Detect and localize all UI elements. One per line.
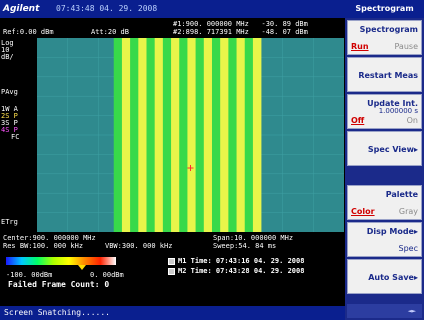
datetime-readout: 07:43:48 04. 29. 2008 bbox=[56, 4, 158, 13]
off-option: Off bbox=[351, 116, 365, 125]
spectrogram-stripe bbox=[130, 38, 139, 232]
spectrogram-canvas bbox=[37, 38, 344, 232]
marker2-time: M2 Time: 07:43:28 04. 29. 2008 bbox=[178, 267, 305, 275]
on-option: On bbox=[406, 116, 418, 125]
colorbar-panel: -100. 00dBm 0. 00dBm Failed Frame Count:… bbox=[0, 254, 345, 294]
spectrogram-stripe bbox=[138, 38, 147, 232]
title-bar: Agilent 07:43:48 04. 29. 2008 bbox=[0, 0, 345, 18]
softkey-label: Update Int. bbox=[367, 99, 418, 108]
disp-mode-key[interactable]: Disp Mode▸ Spec bbox=[347, 222, 422, 257]
softkey-label: Disp Mode▸ bbox=[366, 227, 418, 236]
failed-frame-count: Failed Frame Count: 0 bbox=[8, 280, 110, 289]
span-readout: Span:10. 000000 MHz bbox=[213, 234, 294, 242]
softkey-label: Restart Meas bbox=[358, 71, 418, 80]
color-option: Color bbox=[351, 207, 375, 216]
measurement-display: #1:900. 000000 MHz -30. 89 dBm Ref:0.00 … bbox=[0, 18, 345, 294]
update-interval-value: 1.000000 s bbox=[378, 107, 418, 115]
unit-label: dB/ bbox=[1, 53, 14, 61]
scroll-arrows-icon[interactable]: ◄► bbox=[347, 304, 422, 318]
reference-level: Ref:0.00 dBm bbox=[3, 28, 54, 36]
color-scale-marker-icon bbox=[78, 265, 86, 270]
brand-logo: Agilent bbox=[3, 4, 40, 14]
spectrogram-stripe bbox=[187, 38, 196, 232]
softkey-panel: Spectrogram Spectrogram Run Pause Restar… bbox=[345, 0, 424, 320]
softkey-label: Palette bbox=[385, 190, 418, 199]
marker2-time-row: M2 Time: 07:43:28 04. 29. 2008 bbox=[168, 266, 304, 276]
spectrogram-stripe bbox=[146, 38, 155, 232]
marker1-readout: #1:900. 000000 MHz -30. 89 dBm bbox=[173, 20, 308, 28]
spectrogram-stripe bbox=[162, 38, 172, 232]
spectrogram-stripe bbox=[154, 38, 164, 232]
softkey-label: Spectrogram bbox=[359, 25, 418, 34]
left-annotation-panel: Log 10 dB/ PAvg 1W A 2S P 3S P 4S P FC E… bbox=[1, 40, 35, 226]
spectrogram-stripe bbox=[203, 38, 213, 232]
etrg-label: ETrg bbox=[1, 218, 18, 226]
marker1-grid-icon bbox=[168, 257, 175, 265]
disp-mode-value: Spec bbox=[398, 244, 418, 253]
run-option: Run bbox=[351, 42, 369, 51]
spec-view-key[interactable]: Spec View▸ bbox=[347, 131, 422, 166]
spectrogram-stripe bbox=[252, 38, 262, 232]
pause-option: Pause bbox=[394, 42, 418, 51]
auto-save-key[interactable]: Auto Save▸ bbox=[347, 259, 422, 294]
spectrogram-stripe bbox=[179, 38, 188, 232]
trace1-label: 1W A bbox=[1, 105, 18, 113]
restart-meas-key[interactable]: Restart Meas bbox=[347, 57, 422, 92]
vbw-readout: VBW:300. 000 kHz bbox=[105, 242, 173, 250]
fc-label: FC bbox=[11, 133, 20, 141]
softkey-label: Auto Save▸ bbox=[368, 273, 418, 282]
attenuation: Att:20 dB bbox=[91, 28, 129, 36]
update-interval-key[interactable]: Update Int. 1.000000 s Off On bbox=[347, 94, 422, 129]
spectrogram-plot[interactable] bbox=[37, 38, 344, 232]
scale-label: 10 bbox=[1, 46, 10, 54]
marker-times: M1 Time: 07:43:16 04. 29. 2008 M2 Time: … bbox=[168, 256, 304, 276]
spectrogram-run-pause-key[interactable]: Spectrogram Run Pause bbox=[347, 20, 422, 55]
spectrogram-stripe bbox=[195, 38, 205, 232]
log-label: Log bbox=[1, 39, 14, 47]
color-scale-bar bbox=[6, 257, 116, 265]
res-bw-readout: Res BW:100. 000 kHz bbox=[3, 242, 84, 250]
spectrogram-stripe bbox=[171, 38, 180, 232]
spectrogram-stripe bbox=[228, 38, 237, 232]
gray-option: Gray bbox=[398, 207, 418, 216]
status-bar: Screen Snatching...... bbox=[0, 306, 345, 320]
trace3-label: 3S P bbox=[1, 119, 18, 127]
color-scale-max: 0. 00dBm bbox=[90, 271, 124, 279]
marker1-time: M1 Time: 07:43:16 04. 29. 2008 bbox=[178, 257, 305, 265]
marker2-readout: #2:898. 717391 MHz -48. 07 dBm bbox=[173, 28, 308, 36]
sweep-readout: Sweep:54. 84 ms bbox=[213, 242, 277, 250]
trace4-label: 4S P bbox=[1, 126, 18, 134]
spectrogram-stripe bbox=[113, 38, 123, 232]
spectrogram-stripe bbox=[220, 38, 229, 232]
marker1-time-row: M1 Time: 07:43:16 04. 29. 2008 bbox=[168, 256, 304, 266]
spectrogram-stripe bbox=[236, 38, 246, 232]
marker-cursor-icon bbox=[187, 164, 194, 171]
pavg-label: PAvg bbox=[1, 88, 18, 96]
spectrogram-stripe bbox=[244, 38, 254, 232]
palette-key[interactable]: Palette Color Gray bbox=[347, 185, 422, 220]
center-frequency: Center:900. 000000 MHz bbox=[3, 234, 96, 242]
trace2-label: 2S P bbox=[1, 112, 18, 120]
spectrogram-stripe bbox=[211, 38, 221, 232]
spectrogram-stripe bbox=[121, 38, 131, 232]
softkey-menu-title: Spectrogram bbox=[345, 0, 424, 18]
marker2-grid-icon bbox=[168, 267, 175, 275]
color-scale-min: -100. 00dBm bbox=[6, 271, 53, 279]
softkey-label: Spec View▸ bbox=[367, 145, 418, 154]
